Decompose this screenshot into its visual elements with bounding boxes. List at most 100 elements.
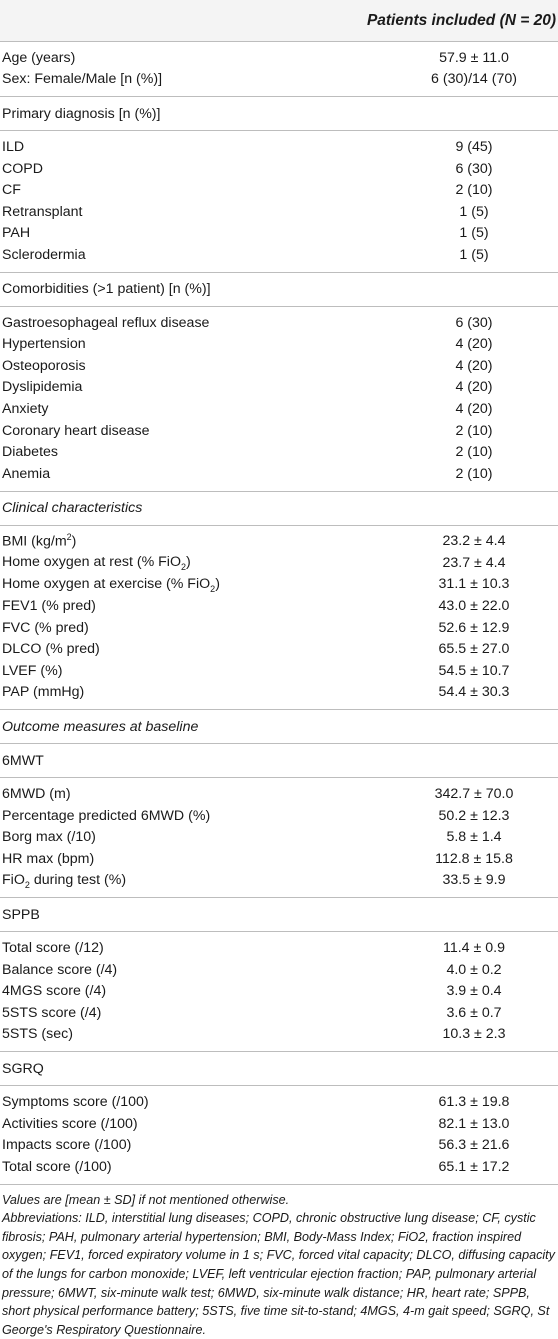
table-row: DLCO (% pred) 65.5 ± 27.0 bbox=[0, 638, 558, 660]
table-row: BMI (kg/m2) 23.2 ± 4.4 bbox=[0, 531, 558, 553]
bmi-label-text: BMI (kg/m bbox=[2, 534, 67, 551]
row-value: 4 (20) bbox=[455, 357, 493, 374]
table-footnotes: Values are [mean ± SD] if not mentioned … bbox=[0, 1185, 558, 1339]
row-label: Diabetes bbox=[2, 444, 58, 461]
abbreviations-note: Abbreviations: ILD, interstitial lung di… bbox=[2, 1211, 555, 1337]
row-label: Home oxygen at exercise (% FiO2) bbox=[0, 576, 390, 594]
row-label: Retransplant bbox=[2, 203, 83, 220]
row-label: Home oxygen at rest (% FiO2) bbox=[0, 554, 390, 572]
column-header-patients: Patients included (N = 20) bbox=[366, 11, 556, 29]
table-row: FiO2 during test (%) 33.5 ± 9.9 bbox=[0, 870, 558, 892]
row-label: Age (years) bbox=[2, 49, 76, 66]
clinical-heading-row: Clinical characteristics bbox=[0, 492, 558, 526]
row-value: 33.5 ± 9.9 bbox=[442, 872, 506, 889]
row-label: HR max (bpm) bbox=[2, 850, 95, 867]
row-value: 56.3 ± 21.6 bbox=[438, 1137, 510, 1154]
row-value: 1 (5) bbox=[459, 246, 489, 263]
table-row: Total score (/100) 65.1 ± 17.2 bbox=[0, 1156, 558, 1178]
row-label: LVEF (%) bbox=[2, 662, 63, 679]
row-value: 6 (30) bbox=[455, 314, 493, 331]
row-label: Coronary heart disease bbox=[2, 422, 150, 439]
row-label: FVC (% pred) bbox=[2, 619, 89, 636]
row-value: 4 (20) bbox=[455, 400, 493, 417]
values-note: Values are [mean ± SD] if not mentioned … bbox=[2, 1192, 290, 1207]
row-label: Anemia bbox=[2, 465, 51, 482]
row-label: DLCO (% pred) bbox=[2, 641, 100, 658]
row-label: PAP (mmHg) bbox=[2, 684, 85, 701]
row-value: 342.7 ± 70.0 bbox=[434, 786, 514, 803]
row-value: 23.2 ± 4.4 bbox=[442, 533, 506, 550]
row-label: Hypertension bbox=[2, 336, 86, 353]
table-row: Anemia 2 (10) bbox=[0, 463, 558, 485]
table-row: FVC (% pred) 52.6 ± 12.9 bbox=[0, 617, 558, 639]
section-heading: Outcome measures at baseline bbox=[2, 718, 199, 735]
row-label: Activities score (/100) bbox=[2, 1115, 138, 1132]
row-value: 3.6 ± 0.7 bbox=[446, 1004, 502, 1021]
row-value: 57.9 ± 11.0 bbox=[439, 49, 509, 66]
table-row: 4MGS score (/4) 3.9 ± 0.4 bbox=[0, 980, 558, 1002]
table-row: ILD 9 (45) bbox=[0, 136, 558, 158]
bmi-superscript: 2 bbox=[66, 532, 72, 543]
row-label: Balance score (/4) bbox=[2, 961, 118, 978]
table-row: Dyslipidemia 4 (20) bbox=[0, 377, 558, 399]
row-label: COPD bbox=[2, 160, 43, 177]
table-row: Balance score (/4) 4.0 ± 0.2 bbox=[0, 959, 558, 981]
row-label: Symptoms score (/100) bbox=[2, 1093, 149, 1110]
fio2-subscript: 2 bbox=[24, 879, 30, 890]
row-label: Osteoporosis bbox=[2, 357, 86, 374]
row-label: CF bbox=[2, 182, 21, 199]
oxy-ex-label-close: ) bbox=[215, 575, 220, 592]
row-value: 54.4 ± 30.3 bbox=[438, 684, 510, 701]
table-row: Hypertension 4 (20) bbox=[0, 333, 558, 355]
mwt-heading-row: 6MWT bbox=[0, 744, 558, 779]
table-row: FEV1 (% pred) 43.0 ± 22.0 bbox=[0, 595, 558, 617]
row-label: Anxiety bbox=[2, 400, 49, 417]
row-value: 1 (5) bbox=[459, 225, 489, 242]
table-row: PAH 1 (5) bbox=[0, 223, 558, 245]
oxy-rest-label-text: Home oxygen at rest (% FiO bbox=[2, 553, 181, 570]
row-value: 2 (10) bbox=[455, 444, 493, 461]
section-heading: Clinical characteristics bbox=[2, 500, 143, 516]
section-heading: Primary diagnosis [n (%)] bbox=[2, 105, 161, 122]
table-row: Percentage predicted 6MWD (%) 50.2 ± 12.3 bbox=[0, 805, 558, 827]
row-value: 61.3 ± 19.8 bbox=[438, 1093, 510, 1110]
clinical-section: BMI (kg/m2) 23.2 ± 4.4 Home oxygen at re… bbox=[0, 526, 558, 711]
fio2-label-suffix: during test (%) bbox=[29, 871, 127, 888]
row-value: 4 (20) bbox=[455, 379, 493, 396]
row-value: 3.9 ± 0.4 bbox=[446, 983, 502, 1000]
row-value: 4 (20) bbox=[455, 336, 493, 353]
row-value: 50.2 ± 12.3 bbox=[438, 807, 510, 824]
table-row: Symptoms score (/100) 61.3 ± 19.8 bbox=[0, 1091, 558, 1113]
row-value: 52.6 ± 12.9 bbox=[438, 619, 510, 636]
table-row: LVEF (%) 54.5 ± 10.7 bbox=[0, 660, 558, 682]
row-value: 1 (5) bbox=[459, 203, 489, 220]
sppb-section: Total score (/12) 11.4 ± 0.9 Balance scor… bbox=[0, 932, 558, 1053]
row-value: 23.7 ± 4.4 bbox=[442, 554, 506, 571]
table-row: Sex: Female/Male [n (%)] 6 (30)/14 (70) bbox=[0, 69, 558, 91]
oxy-rest-subscript: 2 bbox=[180, 561, 186, 572]
primary-diagnosis-section: ILD 9 (45) COPD 6 (30) CF 2 (10) Retranspla… bbox=[0, 131, 558, 273]
oxy-ex-label-text: Home oxygen at exercise (% FiO bbox=[2, 575, 211, 592]
row-label: Total score (/100) bbox=[2, 1158, 112, 1175]
row-label: PAH bbox=[2, 225, 31, 242]
table-row: Coronary heart disease 2 (10) bbox=[0, 420, 558, 442]
fio2-label-text: FiO bbox=[2, 871, 25, 888]
row-label: 4MGS score (/4) bbox=[2, 983, 107, 1000]
row-value: 6 (30) bbox=[455, 160, 493, 177]
row-value: 112.8 ± 15.8 bbox=[435, 850, 513, 867]
row-label: FEV1 (% pred) bbox=[2, 598, 96, 615]
row-label: BMI (kg/m2) bbox=[0, 532, 390, 550]
row-value: 10.3 ± 2.3 bbox=[442, 1026, 506, 1043]
table-row: Osteoporosis 4 (20) bbox=[0, 355, 558, 377]
subsection-heading: 6MWT bbox=[2, 752, 44, 769]
row-value: 11.4 ± 0.9 bbox=[443, 940, 505, 957]
subsection-heading: SGRQ bbox=[2, 1060, 44, 1077]
primary-diagnosis-heading-row: Primary diagnosis [n (%)] bbox=[0, 97, 558, 132]
row-value: 4.0 ± 0.2 bbox=[446, 961, 502, 978]
table-row: HR max (bpm) 112.8 ± 15.8 bbox=[0, 848, 558, 870]
table-row: 6MWD (m) 342.7 ± 70.0 bbox=[0, 783, 558, 805]
table-row: Borg max (/10) 5.8 ± 1.4 bbox=[0, 826, 558, 848]
row-value: 2 (10) bbox=[455, 422, 493, 439]
row-label: Sex: Female/Male [n (%)] bbox=[2, 71, 163, 88]
